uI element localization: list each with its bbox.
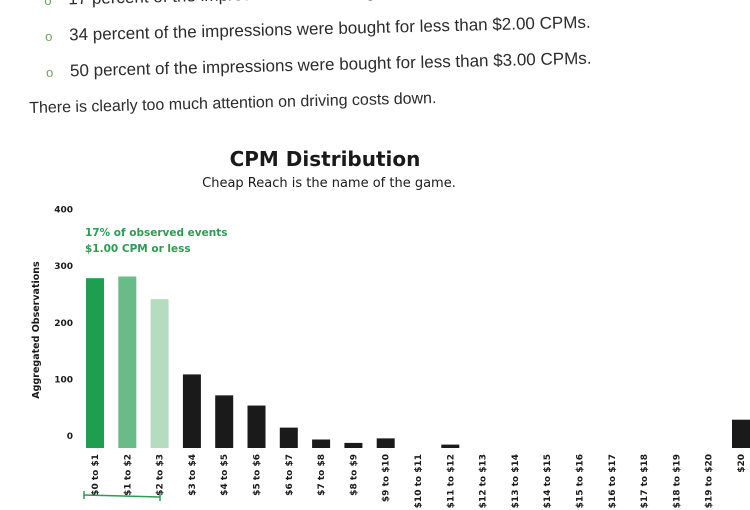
bar (182, 374, 201, 448)
y-tick-label: 300 (54, 262, 73, 272)
bar (150, 299, 169, 448)
y-tick-label: 400 (54, 206, 73, 216)
bar (441, 444, 460, 448)
bar (279, 427, 298, 448)
x-tick-label: $9 to $10 (382, 454, 392, 502)
y-tick-label: 0 (67, 432, 73, 442)
x-tick-label: $7 to $8 (317, 454, 327, 496)
annotation-line-2: $1.00 CPM or less (85, 243, 191, 255)
x-tick-label: $11 to $12 (446, 454, 456, 508)
y-tick-label: 100 (54, 375, 73, 385)
annotation-line-1: 17% of observed events (85, 227, 227, 239)
x-tick-label: $10 to $11 (414, 454, 424, 508)
x-tick-label: $19 to $20 (705, 454, 715, 508)
x-tick-label: $8 to $9 (349, 454, 359, 496)
x-tick-label: $1 to $2 (123, 454, 133, 496)
x-tick-label: $17 to $18 (640, 454, 650, 508)
x-tick-label: $0 to $1 (91, 454, 101, 496)
x-tick-label: $18 to $19 (672, 454, 682, 508)
x-tick-label: $15 to $16 (576, 454, 586, 508)
y-axis-label: Aggregated Observations (31, 261, 42, 399)
bar (732, 419, 750, 448)
bracket-line (83, 494, 161, 498)
x-tick-label: $4 to $5 (220, 454, 230, 496)
bar (376, 438, 395, 448)
bar (344, 442, 363, 448)
bar (247, 405, 266, 448)
bar (118, 276, 137, 448)
x-tick-label: $13 to $14 (511, 454, 521, 508)
x-tick-label: $2 to $3 (156, 454, 166, 496)
bar (312, 439, 331, 448)
x-tick-label: $3 to $4 (188, 454, 198, 496)
x-tick-label: $20 (737, 454, 747, 473)
chart-title: CPM Distribution (229, 147, 421, 171)
chart-subtitle: Cheap Reach is the name of the game. (202, 176, 456, 191)
x-tick-label: $12 to $13 (479, 454, 489, 508)
bar (215, 395, 234, 448)
x-tick-label: $14 to $15 (543, 454, 553, 508)
x-tick-label: $16 to $17 (608, 454, 618, 508)
x-tick-label: $5 to $6 (253, 454, 263, 496)
y-tick-label: 200 (54, 319, 73, 329)
x-tick-label: $6 to $7 (285, 454, 295, 496)
bar (86, 278, 104, 448)
